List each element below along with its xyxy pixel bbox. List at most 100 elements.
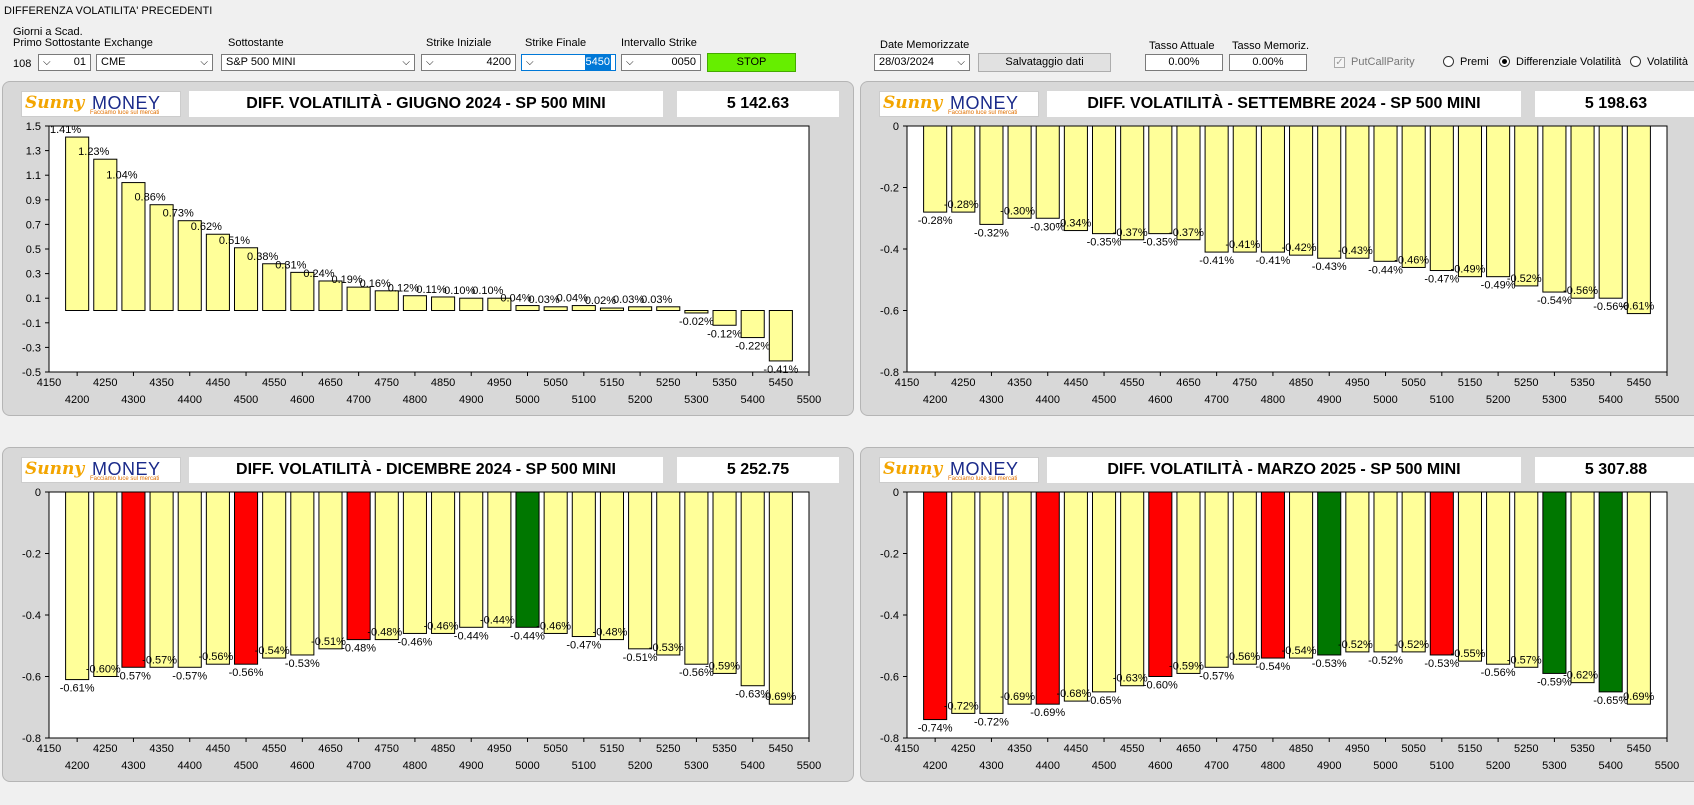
strike-iniziale-select[interactable]: ⌵ 4200	[421, 54, 516, 71]
x-tick-label: 4500	[1092, 760, 1116, 772]
x-tick-label: 5500	[797, 394, 821, 406]
x-tick-label: 5200	[628, 394, 652, 406]
tasso-memoriz-field[interactable]: 0.00%	[1229, 54, 1307, 71]
logo-sunny-text: Sunny	[25, 93, 85, 113]
x-tick-label: 5450	[769, 743, 793, 755]
giorni-select[interactable]: ⌵ 01	[38, 54, 91, 71]
bar	[1148, 491, 1173, 677]
logo-tagline: Facciamo luce sul mercati	[948, 476, 1018, 482]
data-label: -0.28%	[944, 199, 979, 211]
x-tick-label: 5000	[1373, 760, 1397, 772]
bar	[1035, 125, 1060, 219]
bar	[1345, 491, 1370, 653]
data-label: -0.43%	[1338, 245, 1373, 257]
x-tick-label: 4200	[923, 760, 947, 772]
bar	[431, 491, 456, 634]
bar	[628, 306, 653, 311]
x-tick-label: 5250	[1514, 743, 1538, 755]
data-label: -0.28%	[918, 215, 953, 227]
data-label: -0.34%	[1056, 218, 1091, 230]
exchange-select[interactable]: CME ⌵	[96, 54, 213, 71]
x-tick-label: 4600	[290, 394, 314, 406]
data-label: -0.41%	[763, 364, 798, 376]
bar	[1289, 491, 1314, 659]
stop-button[interactable]: STOP	[707, 53, 796, 72]
data-label: -0.49%	[1481, 280, 1516, 292]
data-label: -0.56%	[1225, 651, 1260, 663]
bar	[923, 491, 948, 721]
bar	[1232, 125, 1257, 253]
salvataggio-button[interactable]: Salvataggio dati	[978, 53, 1111, 72]
x-tick-label: 4750	[375, 377, 399, 389]
bar	[1373, 491, 1398, 653]
data-label: -0.74%	[918, 723, 953, 735]
data-label: 0.04%	[500, 293, 531, 305]
x-tick-label: 5050	[1401, 377, 1425, 389]
data-label: 0.73%	[163, 208, 194, 220]
y-tick-label: -0.6	[22, 672, 41, 684]
x-tick-label: 4900	[459, 760, 483, 772]
bar	[318, 491, 343, 650]
chevron-down-icon: ⌵	[957, 57, 965, 68]
data-label: -0.63%	[1113, 673, 1148, 685]
radio-premi[interactable]	[1443, 56, 1454, 67]
bar	[1091, 491, 1117, 693]
date-select-value: 28/03/2024	[879, 56, 935, 68]
bar	[656, 491, 681, 656]
y-tick-label: -0.5	[22, 367, 41, 379]
x-tick-label: 4750	[375, 743, 399, 755]
exchange-label: Exchange	[104, 37, 153, 49]
bar	[1063, 125, 1088, 232]
data-label: 0.03%	[529, 294, 560, 306]
date-select[interactable]: 28/03/2024 ⌵	[874, 54, 970, 71]
strike-finale-select[interactable]: ⌵ 5450	[521, 54, 616, 71]
x-tick-label: 4900	[1317, 394, 1341, 406]
x-tick-label: 4200	[65, 760, 89, 772]
data-label: 0.86%	[134, 192, 165, 204]
bar	[374, 290, 399, 312]
x-tick-label: 4300	[979, 394, 1003, 406]
plot-area	[48, 125, 810, 373]
putcallparity-checkbox[interactable]: ✓	[1334, 57, 1345, 68]
data-label: -0.56%	[229, 667, 264, 679]
data-label: -0.56%	[679, 667, 714, 679]
data-label: -0.54%	[255, 645, 290, 657]
bar	[543, 306, 568, 311]
underlying-price: 5 252.75	[677, 457, 839, 483]
chart-title: DIFF. VOLATILITÀ - MARZO 2025 - SP 500 M…	[1047, 457, 1521, 483]
intervallo-select[interactable]: ⌵ 0050	[621, 54, 701, 71]
data-label: 1.23%	[78, 146, 109, 158]
bar	[599, 307, 625, 311]
x-tick-label: 4500	[1092, 394, 1116, 406]
bar	[1176, 125, 1201, 241]
x-tick-label: 4950	[487, 377, 511, 389]
x-tick-label: 4550	[262, 743, 286, 755]
radio-volatilita[interactable]	[1630, 56, 1641, 67]
x-tick-label: 4850	[1289, 743, 1313, 755]
data-label: -0.65%	[1087, 695, 1122, 707]
bar	[951, 491, 976, 714]
intervallo-label: Intervallo Strike	[621, 37, 697, 49]
x-tick-label: 4600	[290, 760, 314, 772]
data-label: -0.48%	[341, 643, 376, 655]
intervallo-value: 0050	[671, 56, 696, 68]
x-tick-label: 4250	[951, 377, 975, 389]
x-tick-label: 4500	[234, 394, 258, 406]
underlying-price: 5 307.88	[1535, 457, 1694, 483]
x-tick-label: 5450	[1627, 743, 1651, 755]
x-tick-label: 4850	[1289, 377, 1313, 389]
bar	[571, 491, 596, 638]
date-label: Date Memorizzate	[880, 39, 970, 51]
x-tick-label: 4500	[234, 760, 258, 772]
x-tick-label: 5100	[572, 394, 596, 406]
bar	[515, 305, 540, 312]
data-label: -0.53%	[649, 642, 684, 654]
data-label: -0.57%	[1199, 670, 1234, 682]
x-tick-label: 5500	[1655, 760, 1679, 772]
x-tick-label: 5000	[1373, 394, 1397, 406]
sottostante-select[interactable]: S&P 500 MINI ⌵	[221, 54, 415, 71]
x-tick-label: 4700	[346, 394, 370, 406]
data-label: -0.22%	[735, 341, 770, 353]
radio-differenziale-volatilita[interactable]	[1499, 56, 1510, 67]
tasso-attuale-field[interactable]: 0.00%	[1145, 54, 1223, 71]
